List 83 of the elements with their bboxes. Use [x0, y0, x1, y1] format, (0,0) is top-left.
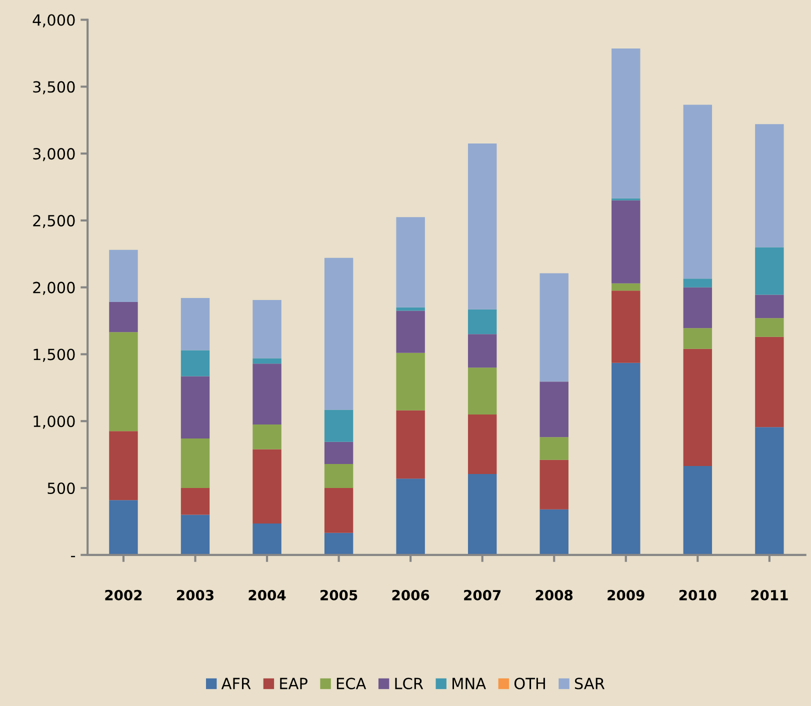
x-tick-label: 2009	[608, 590, 644, 600]
bar	[252, 449, 282, 524]
y-tick-label: 3,000	[33, 148, 75, 162]
y-tick-label: 1,500	[34, 348, 75, 362]
bar	[468, 334, 497, 368]
legend-label: MNA	[452, 678, 486, 690]
x-tick-label: 2010	[679, 590, 716, 600]
x-tick-label: 2011	[751, 590, 788, 600]
bar	[180, 350, 210, 376]
bar	[540, 273, 568, 382]
bar	[468, 414, 497, 474]
bar	[612, 48, 640, 198]
bar	[468, 144, 497, 310]
bar	[612, 200, 640, 284]
y-tick-label: 4,000	[32, 14, 75, 28]
bar	[324, 464, 354, 488]
bar	[252, 523, 282, 555]
y-tick-label: 2,500	[33, 214, 75, 228]
x-tick-label: 2004	[248, 590, 286, 600]
x-tick-label: 2002	[105, 590, 142, 600]
bar	[683, 104, 712, 279]
bar	[755, 318, 784, 337]
bar	[109, 250, 138, 302]
bar	[540, 460, 568, 510]
bar	[468, 368, 497, 414]
legend-label: ECA	[336, 678, 366, 690]
bar	[109, 431, 138, 500]
bar	[612, 290, 640, 363]
bar	[683, 466, 712, 555]
x-tick-label: 2007	[464, 590, 501, 600]
bar	[683, 328, 712, 349]
bar	[396, 352, 425, 410]
y-tick-label: -	[71, 556, 76, 558]
bar	[252, 424, 282, 450]
legend-label: SAR	[574, 678, 605, 690]
bar	[755, 124, 784, 248]
bar	[324, 258, 354, 410]
bar	[252, 364, 282, 424]
bar	[324, 410, 354, 442]
x-tick-label: 2003	[177, 590, 214, 600]
bar	[252, 300, 282, 358]
y-tick-label: 2,000	[33, 282, 75, 295]
bar	[540, 509, 568, 555]
bar	[540, 382, 568, 438]
x-tick-label: 2008	[536, 590, 573, 600]
y-tick-label: 1,000	[34, 416, 75, 429]
legend-label: AFR	[221, 678, 251, 690]
bar	[540, 437, 568, 460]
bar	[683, 287, 712, 328]
bar	[683, 348, 712, 466]
bar	[755, 427, 784, 555]
bar	[468, 474, 497, 555]
bar	[612, 283, 640, 291]
bar	[324, 442, 354, 464]
y-tick-label: 500	[48, 482, 75, 494]
bar	[109, 500, 138, 555]
bar	[755, 336, 784, 428]
legend-label: OTH	[514, 678, 545, 690]
bar	[180, 488, 210, 515]
bar	[109, 332, 138, 432]
bar	[180, 298, 210, 350]
legend-label: EAP	[280, 678, 308, 690]
bar	[468, 309, 497, 334]
x-tick-label: 2005	[320, 590, 358, 600]
bar	[612, 362, 640, 555]
y-tick-label: 3,500	[33, 81, 75, 94]
bar	[109, 302, 138, 332]
bar	[755, 294, 784, 318]
bar	[324, 532, 354, 555]
bar	[180, 376, 210, 439]
bar	[396, 310, 425, 353]
bar	[180, 438, 210, 488]
bar	[755, 247, 784, 295]
bar	[396, 307, 425, 311]
x-tick-label: 2006	[392, 590, 430, 600]
bar	[396, 478, 425, 555]
bar	[180, 514, 210, 555]
bar	[324, 488, 354, 533]
bar	[252, 358, 282, 364]
bar	[396, 217, 425, 308]
bar	[683, 278, 712, 288]
bar	[396, 410, 425, 479]
legend-label: LCR	[395, 678, 424, 690]
